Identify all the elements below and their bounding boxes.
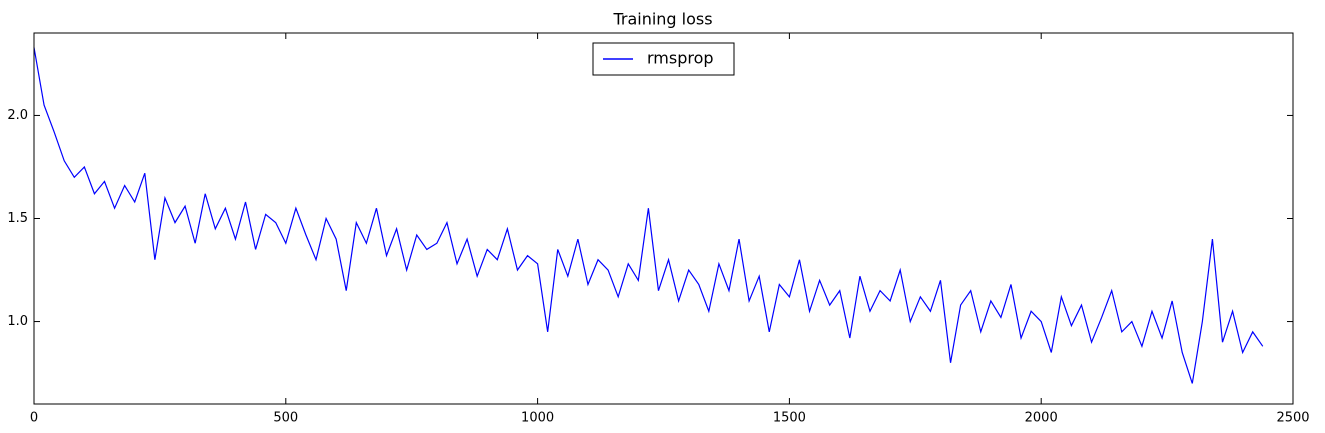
y-tick-label: 2.0 — [7, 108, 28, 123]
x-tick-label: 1000 — [521, 411, 554, 426]
plot-frame — [33, 32, 1294, 405]
chart-title: Training loss — [612, 10, 712, 29]
x-tick-label: 500 — [273, 411, 298, 426]
series-line — [33, 47, 1264, 384]
y-tick-label: 1.0 — [7, 314, 28, 329]
y-tick-label: 1.5 — [7, 211, 28, 226]
x-tick-label: 1500 — [773, 411, 806, 426]
legend-box — [592, 42, 735, 76]
legend-label: rmsprop — [647, 49, 714, 68]
x-tick-label: 0 — [30, 411, 38, 426]
x-tick-label: 2000 — [1025, 411, 1058, 426]
x-tick-label: 2500 — [1276, 411, 1309, 426]
